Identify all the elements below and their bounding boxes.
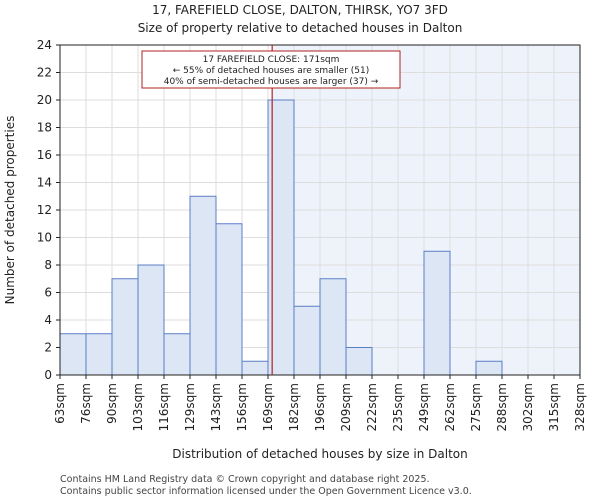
x-tick-label-7: 156sqm <box>235 383 249 431</box>
bar-10 <box>319 278 347 376</box>
x-tick-label-15: 262sqm <box>443 383 457 431</box>
x-tick-label-11: 209sqm <box>339 383 353 431</box>
y-tick-label-3: 6 <box>44 286 52 300</box>
y-tick-label-0: 0 <box>44 368 52 382</box>
bar-4 <box>163 333 191 376</box>
x-tick-label-20: 328sqm <box>573 383 587 431</box>
y-tick-label-7: 14 <box>37 176 52 190</box>
footer-line-2: Contains public sector information licen… <box>60 486 472 497</box>
x-tick-label-17: 288sqm <box>495 383 509 431</box>
bar-5 <box>189 195 217 376</box>
bar-0 <box>59 333 87 376</box>
x-tick-label-14: 249sqm <box>417 383 431 431</box>
x-tick-label-13: 235sqm <box>391 383 405 431</box>
annotation-line-1: ← 55% of detached houses are smaller (51… <box>173 66 370 76</box>
y-tick-label-4: 8 <box>44 258 52 272</box>
x-tick-label-1: 76sqm <box>79 383 93 424</box>
y-tick-label-9: 18 <box>37 121 52 135</box>
chart-title: 17, FAREFIELD CLOSE, DALTON, THIRSK, YO7… <box>152 3 448 17</box>
x-tick-label-10: 196sqm <box>313 383 327 431</box>
x-tick-label-3: 103sqm <box>131 383 145 431</box>
x-tick-label-19: 315sqm <box>547 383 561 431</box>
y-axis-label: Number of detached properties <box>3 116 17 305</box>
chart-subtitle: Size of property relative to detached ho… <box>138 21 463 35</box>
x-tick-label-0: 63sqm <box>53 383 67 424</box>
annotation-box <box>141 50 401 89</box>
x-tick-label-6: 143sqm <box>209 383 223 431</box>
bar-2 <box>111 278 139 376</box>
x-axis-label: Distribution of detached houses by size … <box>172 447 467 461</box>
annotation-line-0: 17 FAREFIELD CLOSE: 171sqm <box>203 55 340 65</box>
x-tick-label-16: 275sqm <box>469 383 483 431</box>
x-tick-label-2: 90sqm <box>105 383 119 424</box>
x-tick-label-12: 222sqm <box>365 383 379 431</box>
y-tick-label-12: 24 <box>37 38 52 52</box>
bar-1 <box>85 333 113 376</box>
y-tick-label-6: 12 <box>37 203 52 217</box>
x-tick-label-9: 182sqm <box>287 383 301 431</box>
bar-3 <box>137 264 165 376</box>
footer-line-1: Contains HM Land Registry data © Crown c… <box>60 474 430 485</box>
x-tick-label-5: 129sqm <box>183 383 197 431</box>
y-tick-label-10: 20 <box>37 93 52 107</box>
y-tick-label-1: 2 <box>44 341 52 355</box>
bar-9 <box>293 305 321 376</box>
bar-11 <box>345 347 373 376</box>
y-tick-label-8: 16 <box>37 148 52 162</box>
x-tick-label-18: 302sqm <box>521 383 535 431</box>
bar-7 <box>241 360 269 376</box>
bar-16 <box>475 360 503 376</box>
bar-6 <box>215 223 243 376</box>
x-tick-label-4: 116sqm <box>157 383 171 431</box>
x-tick-label-8: 169sqm <box>261 383 275 431</box>
y-tick-label-2: 4 <box>44 313 52 327</box>
y-tick-label-11: 22 <box>37 66 52 80</box>
annotation-line-2: 40% of semi-detached houses are larger (… <box>164 77 379 87</box>
bar-14 <box>423 250 451 376</box>
y-tick-label-5: 10 <box>37 231 52 245</box>
